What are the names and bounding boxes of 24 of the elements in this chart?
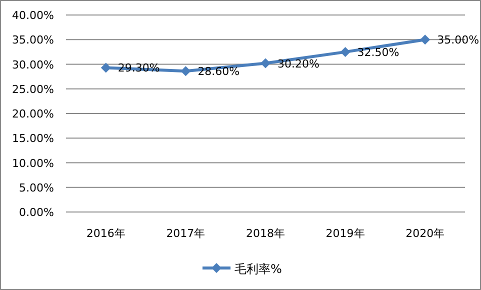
y-tick-label: 25.00%: [12, 82, 54, 96]
point: [340, 46, 350, 57]
data-label: 30.20%: [278, 57, 320, 70]
y-tick-label: 20.00%: [12, 108, 54, 120]
x-tick-label: 2017年: [166, 227, 206, 240]
point: [180, 66, 191, 76]
y-tick-label: 40.00%: [12, 9, 54, 22]
data-label: 28.60%: [198, 65, 240, 78]
point: [420, 34, 430, 45]
y-tick-label: 10.00%: [12, 156, 54, 170]
y-tick-label: 15.00%: [12, 132, 54, 146]
data-label: 35.00%: [437, 34, 480, 47]
x-tick-label: 2019年: [326, 227, 365, 240]
y-tick-label: 5.00%: [19, 181, 54, 194]
point: [100, 62, 111, 73]
x-tick-label: 2020年: [406, 227, 445, 240]
legend-label: 毛利率%: [234, 262, 282, 276]
x-tick-label: 2016年: [86, 227, 126, 240]
x-tick-label: 2018年: [246, 227, 285, 240]
y-tick-label: 30.00%: [12, 58, 54, 72]
point: [260, 58, 270, 68]
y-tick-label: 0.00%: [19, 206, 54, 219]
data-label: 32.50%: [357, 46, 400, 59]
y-tick-label: 35.00%: [12, 34, 54, 47]
